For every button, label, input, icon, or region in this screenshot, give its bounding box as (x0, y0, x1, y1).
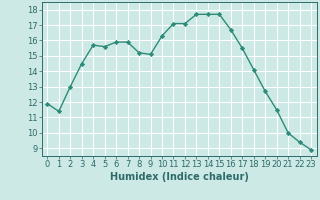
X-axis label: Humidex (Indice chaleur): Humidex (Indice chaleur) (110, 172, 249, 182)
